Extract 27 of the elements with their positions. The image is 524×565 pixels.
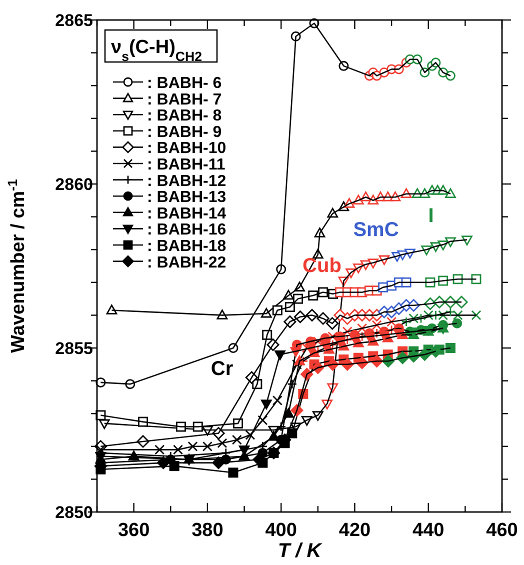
legend-label: : BABH- 9 [147,124,222,141]
legend-label: : BABH-12 [147,172,226,190]
legend-label: : BABH-11 [147,156,226,174]
legend-label: : BABH-16 [147,222,226,239]
legend-label: : BABH-13 [147,189,226,206]
x-tick-label: 400 [265,520,297,541]
legend-label: : BABH- 6 [147,75,222,92]
x-tick-label: 440 [412,520,444,541]
y-tick-label: 2855 [55,339,93,358]
legend-label: : BABH- 7 [147,91,222,108]
x-tick-label: 420 [338,520,371,541]
x-tick-label: 380 [192,520,224,541]
x-tick-label: 460 [486,520,518,541]
legend-label: : BABH-14 [147,205,226,222]
y-tick-label: 2865 [55,11,93,30]
y-tick-label: 2850 [55,503,93,522]
legend-label: : BABH-18 [147,238,226,255]
legend-label: : BABH-10 [147,140,226,158]
x-tick-label: 360 [118,520,150,541]
legend-label: : BABH-22 [147,254,226,272]
x-axis-title: T / K [278,540,323,562]
annotation: Cr [210,358,234,380]
legend-title: ν$_{s}$(C-H)$_{CH2}$ [111,37,202,64]
annotation: I [428,205,434,227]
annotation: SmC [353,219,399,241]
legend-label: : BABH- 8 [147,108,222,125]
y-tick-label: 2860 [55,175,93,194]
